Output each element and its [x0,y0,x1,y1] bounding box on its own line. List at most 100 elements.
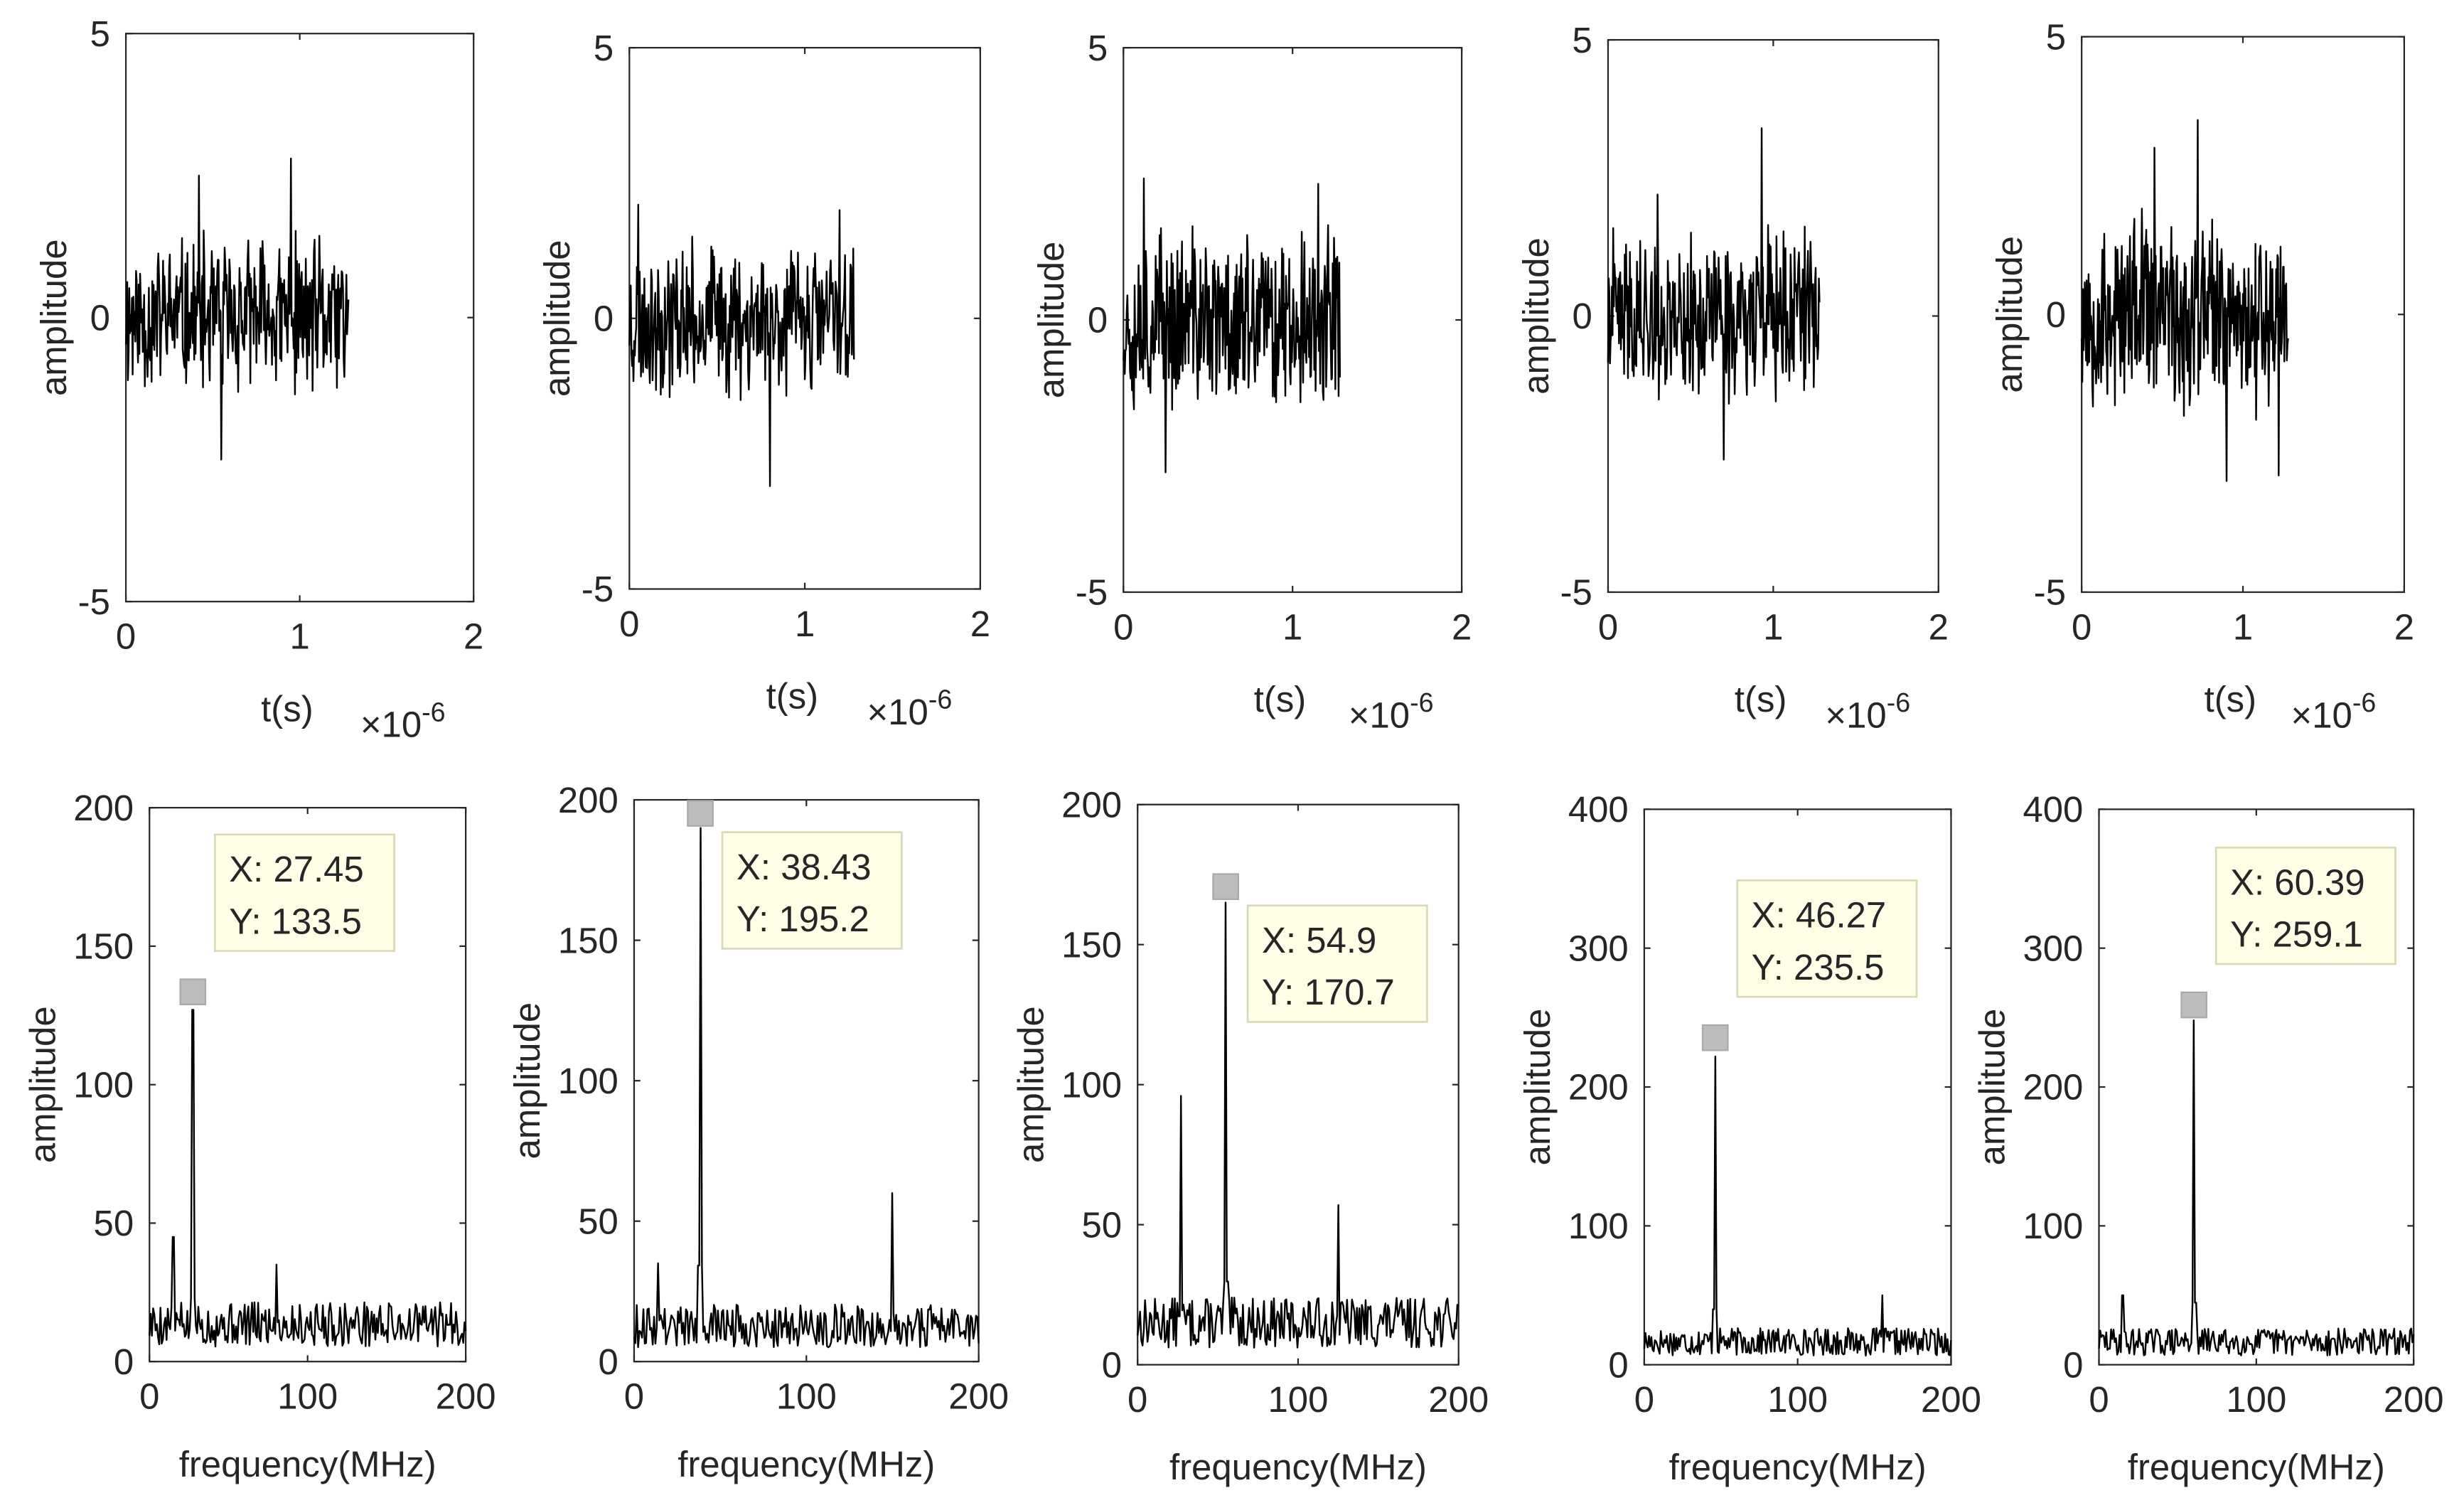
y-axis-label: amplitude [1031,242,1071,399]
x-tick-label: 0 [619,604,639,644]
x-axis-label: t(s) [261,688,313,729]
datatip-marker [179,978,207,1006]
y-tick-label: 5 [1573,20,1592,60]
datatip-box [1246,904,1428,1023]
data-trace [1643,1055,1952,1356]
y-tick-label: 0 [1573,296,1592,336]
y-axis-label: amplitude [33,239,74,396]
datatip-y-label: Y: 259.1 [2230,914,2363,955]
y-tick-label: 0 [1608,1344,1628,1385]
multiplier-base: ×10 [2291,695,2352,735]
x-tick-label: 2 [1929,606,1949,647]
x-axis-label: frequency(MHz) [2128,1447,2385,1487]
panel-spectrum-2: 0 100 200 0 50 100 150 200 frequency(MHz) amplitu… [507,780,1009,1484]
datatip-x-label: X: 54.9 [1262,920,1376,960]
multiplier-exponent: -6 [928,685,952,714]
datatip-y-label: Y: 235.5 [1752,947,1885,987]
x-tick-label: 0 [116,616,136,657]
y-tick-label: 5 [594,28,614,68]
y-tick-label: 200 [558,780,618,820]
x-tick-label: 0 [2072,606,2091,647]
data-trace [2080,119,2289,482]
x-axis-label: t(s) [766,676,818,717]
x-tick-label: 100 [1268,1379,1328,1420]
y-tick-label: 400 [2023,789,2083,830]
multiplier-base: ×10 [1349,695,1410,735]
y-tick-label: 0 [2063,1344,2083,1385]
y-tick-label: 0 [90,297,110,338]
datatip-marker [1701,1024,1729,1051]
data-trace [149,1009,467,1348]
y-tick-label: 50 [578,1201,618,1241]
datatip-x-label: X: 38.43 [736,847,872,887]
x-tick-label: 1 [1763,606,1783,647]
y-axis-label: amplitude [1989,236,2030,393]
data-trace [1123,177,1341,473]
y-axis-label: amplitude [1517,1009,1558,1166]
datatip-box [721,831,903,950]
x-tick-label: 2 [2394,606,2414,647]
x-tick-label: 1 [289,616,309,657]
x-tick-label: 1 [795,604,815,644]
datatip-marker [1212,873,1239,900]
x-tick-label: 100 [2226,1379,2286,1420]
datatip-marker [2180,991,2207,1019]
x-tick-label: 2 [1452,606,1472,647]
x-tick-label: 0 [1634,1379,1654,1420]
y-tick-label: -5 [1076,572,1108,613]
multiplier-base: ×10 [1825,695,1886,735]
x-tick-label: 2 [970,604,990,644]
x-tick-label: 1 [1282,606,1302,647]
x-tick-label: 200 [1428,1379,1489,1420]
panel-spectrum-4: 0 100 200 0 100 200 300 400 frequency(MHz) amplit… [1517,789,1981,1487]
x-tick-label: 200 [436,1376,496,1417]
x-axis-label: t(s) [1735,679,1787,719]
x-axis-label: frequency(MHz) [677,1444,935,1484]
y-axis-label: amplitude [1010,1006,1051,1163]
x-tick-label: 2 [464,616,483,657]
x-tick-label: 0 [1598,606,1618,647]
plot-frame [1137,803,1459,1366]
y-tick-label: 200 [73,788,134,828]
y-tick-label: 5 [2046,16,2066,57]
y-tick-label: 200 [2023,1067,2083,1108]
y-tick-label: 200 [1061,784,1122,825]
y-tick-label: -5 [2034,572,2066,613]
x-tick-label: 200 [948,1376,1009,1417]
x-axis-label: frequency(MHz) [1169,1447,1427,1487]
datatip-x-label: X: 46.27 [1752,895,1887,936]
y-tick-label: 0 [599,1342,618,1382]
x-axis-label: frequency(MHz) [179,1444,436,1484]
panel-spectrum-5: 0 100 200 0 100 200 300 400 frequency(MHz) amplit… [1972,789,2444,1487]
y-tick-label: 400 [1568,789,1629,830]
data-trace [124,157,350,461]
y-tick-label: 150 [1061,924,1122,965]
y-tick-label: 5 [1088,28,1108,68]
multiplier-base: ×10 [867,692,928,732]
data-trace [633,827,980,1349]
y-tick-label: 0 [114,1342,134,1382]
y-tick-label: 100 [1568,1206,1629,1246]
x-tick-label: 200 [2384,1379,2444,1420]
y-tick-label: -5 [78,582,110,622]
y-tick-label: 100 [558,1061,618,1101]
y-tick-label: 150 [73,926,134,967]
x-axis-multiplier: ×10-6 [867,685,953,732]
y-axis-label: amplitude [22,1006,63,1163]
y-axis-label: amplitude [537,240,577,397]
datatip-box [1736,879,1918,998]
data-trace [1136,901,1459,1349]
x-tick-label: 0 [1127,1379,1147,1420]
y-tick-label: 200 [1568,1067,1629,1108]
x-tick-label: 0 [624,1376,644,1417]
x-axis-label: frequency(MHz) [1669,1447,1927,1487]
x-tick-label: 100 [776,1376,837,1417]
x-axis-multiplier: ×10-6 [2291,687,2377,735]
x-axis-multiplier: ×10-6 [1825,687,1910,735]
x-axis-multiplier: ×10-6 [1349,687,1434,735]
